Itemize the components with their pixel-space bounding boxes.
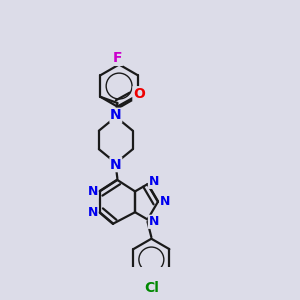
Text: N: N	[148, 175, 159, 188]
Text: N: N	[88, 206, 98, 219]
Text: Cl: Cl	[144, 281, 159, 295]
Text: N: N	[160, 195, 170, 208]
Text: O: O	[133, 87, 145, 101]
Text: N: N	[148, 215, 159, 228]
Text: N: N	[88, 185, 98, 198]
Text: F: F	[113, 51, 122, 65]
Text: N: N	[110, 108, 122, 122]
Text: N: N	[110, 158, 122, 172]
